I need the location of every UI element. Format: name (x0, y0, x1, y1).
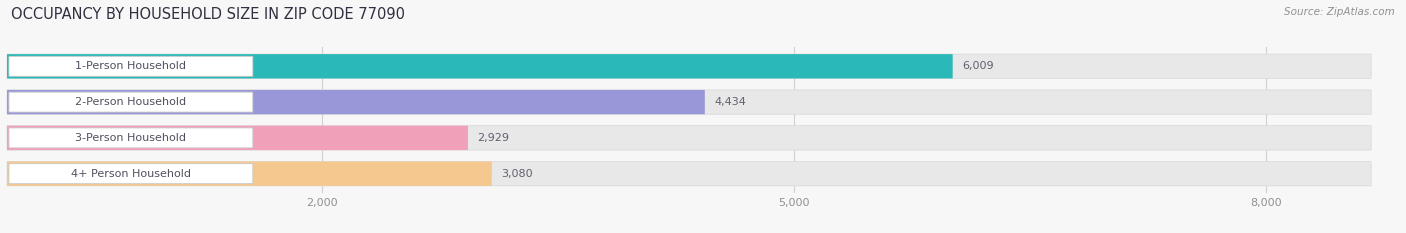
Text: 4,434: 4,434 (714, 97, 747, 107)
Text: 2-Person Household: 2-Person Household (76, 97, 187, 107)
FancyBboxPatch shape (7, 54, 953, 79)
Text: Source: ZipAtlas.com: Source: ZipAtlas.com (1284, 7, 1395, 17)
Text: 4+ Person Household: 4+ Person Household (70, 169, 191, 179)
FancyBboxPatch shape (7, 90, 1371, 114)
FancyBboxPatch shape (8, 92, 253, 112)
FancyBboxPatch shape (7, 161, 492, 186)
Text: OCCUPANCY BY HOUSEHOLD SIZE IN ZIP CODE 77090: OCCUPANCY BY HOUSEHOLD SIZE IN ZIP CODE … (11, 7, 405, 22)
FancyBboxPatch shape (8, 56, 253, 76)
Text: 1-Person Household: 1-Person Household (76, 61, 187, 71)
Text: 3,080: 3,080 (501, 169, 533, 179)
FancyBboxPatch shape (7, 126, 1371, 150)
FancyBboxPatch shape (7, 161, 1371, 186)
Text: 3-Person Household: 3-Person Household (76, 133, 187, 143)
FancyBboxPatch shape (8, 128, 253, 148)
FancyBboxPatch shape (7, 126, 468, 150)
FancyBboxPatch shape (7, 54, 1371, 79)
FancyBboxPatch shape (8, 164, 253, 184)
FancyBboxPatch shape (7, 90, 704, 114)
Text: 6,009: 6,009 (962, 61, 994, 71)
Text: 2,929: 2,929 (478, 133, 509, 143)
